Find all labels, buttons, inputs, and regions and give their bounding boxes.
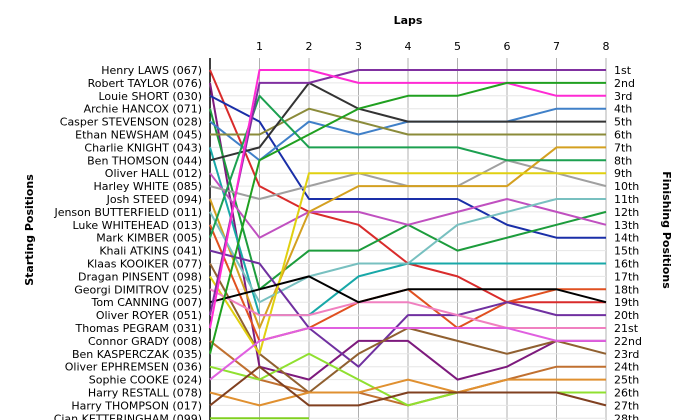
starting-position-label: Oliver EPHREMSEN (036)	[65, 361, 202, 374]
lap-tick-label: 7	[553, 40, 560, 53]
starting-position-label: Henry LAWS (067)	[101, 64, 202, 77]
starting-position-label: Khali ATKINS (041)	[99, 245, 202, 258]
finishing-position-label: 20th	[614, 309, 639, 322]
finishing-position-label: 7th	[614, 141, 632, 154]
driver-line	[209, 94, 606, 239]
lap-tick-label: 6	[504, 40, 511, 53]
starting-position-label: Thomas PEGRAM (031)	[75, 322, 203, 335]
starting-position-label: Tom CANNING (007)	[90, 296, 202, 309]
finishing-position-labels: 1st2nd3rd4th5th6th7th8th9th10th11th12th1…	[614, 64, 642, 420]
starting-position-label: Oliver ROYER (051)	[96, 309, 202, 322]
finishing-position-label: 19th	[614, 296, 639, 309]
finishing-position-label: 15th	[614, 245, 639, 258]
starting-position-label: Robert TAYLOR (076)	[88, 77, 202, 90]
driver-line	[209, 288, 606, 329]
starting-position-label: Mark KIMBER (005)	[96, 232, 202, 245]
finishing-position-label: 28th	[614, 412, 639, 420]
finishing-position-label: 14th	[614, 232, 639, 245]
finishing-position-label: 9th	[614, 167, 632, 180]
starting-position-label: Jenson BUTTERFIELD (011)	[53, 206, 202, 219]
driver-line	[209, 365, 607, 407]
lap-tick-label: 2	[306, 40, 313, 53]
finishing-position-label: 21st	[614, 322, 639, 335]
driver-line	[209, 69, 606, 316]
finishing-position-label: 8th	[614, 154, 632, 167]
finishing-position-label: 27th	[614, 399, 639, 412]
finishing-position-label: 23rd	[614, 348, 639, 361]
starting-position-label: Josh STEED (094)	[106, 193, 202, 206]
starting-position-label: Sophie COOKE (024)	[89, 374, 202, 387]
finishing-position-label: 5th	[614, 116, 632, 129]
finishing-position-label: 10th	[614, 180, 639, 193]
finishing-position-label: 25th	[614, 374, 639, 387]
starting-position-label: Louie SHORT (030)	[98, 90, 202, 103]
driver-line	[209, 327, 606, 381]
starting-position-label: Archie HANCOX (071)	[84, 103, 202, 116]
starting-position-label: Klaas KOOIKER (077)	[87, 258, 202, 271]
finishing-position-label: 4th	[614, 103, 632, 116]
starting-position-label: Georgi DIMITROV (025)	[74, 283, 202, 296]
finishing-position-label: 13th	[614, 219, 639, 232]
finishing-position-label: 11th	[614, 193, 639, 206]
starting-position-label: Ben KASPERCZAK (035)	[72, 348, 202, 361]
finishing-position-label: 3rd	[614, 90, 632, 103]
left-axis-title: Starting Positions	[23, 174, 36, 286]
lap-tick-labels: 1 2 3 4 5 6 7 8	[256, 40, 610, 53]
finishing-position-label: 1st	[614, 64, 632, 77]
driver-line	[209, 378, 606, 407]
finishing-position-label: 18th	[614, 283, 639, 296]
starting-position-label: Ethan NEWSHAM (045)	[75, 129, 202, 142]
lap-tick-label: 5	[454, 40, 461, 53]
x-axis-title: Laps	[394, 14, 423, 27]
driver-line	[209, 172, 606, 355]
starting-position-label: Harry RESTALL (078)	[88, 387, 202, 400]
starting-position-label: Harry THOMPSON (017)	[71, 399, 202, 412]
finishing-position-label: 24th	[614, 361, 639, 374]
finishing-position-label: 26th	[614, 387, 639, 400]
starting-position-label: Luke WHITEHEAD (013)	[72, 219, 202, 232]
lap-tick-label: 8	[603, 40, 610, 53]
starting-position-label: Ben THOMSON (044)	[87, 154, 202, 167]
driver-line	[209, 81, 606, 162]
starting-position-label: Dragan PINSENT (098)	[78, 270, 202, 283]
starting-position-label: Charlie KNIGHT (043)	[84, 141, 202, 154]
finishing-position-label: 17th	[614, 270, 639, 283]
driver-line	[209, 172, 607, 239]
finishing-position-label: 22nd	[614, 335, 642, 348]
lap-tick-label: 3	[355, 40, 362, 53]
right-axis-title: Finishing Positions	[660, 171, 673, 289]
finishing-position-label: 12th	[614, 206, 639, 219]
series-lines	[209, 69, 607, 420]
starting-position-labels: Henry LAWS (067)Robert TAYLOR (076)Louie…	[53, 64, 202, 420]
lap-tick-label: 1	[256, 40, 263, 53]
lap-tick-label: 4	[405, 40, 412, 53]
starting-position-label: Connor GRADY (008)	[88, 335, 202, 348]
starting-position-label: Harley WHITE (085)	[93, 180, 202, 193]
driver-line	[209, 81, 606, 355]
driver-line	[209, 69, 606, 329]
driver-line	[209, 275, 607, 304]
starting-position-label: Casper STEVENSON (028)	[60, 116, 202, 129]
starting-position-label: Cian KETTERINGHAM (099)	[54, 412, 202, 420]
finishing-position-label: 2nd	[614, 77, 635, 90]
finishing-position-label: 16th	[614, 258, 639, 271]
finishing-position-label: 6th	[614, 129, 632, 142]
starting-position-label: Oliver HALL (012)	[105, 167, 202, 180]
